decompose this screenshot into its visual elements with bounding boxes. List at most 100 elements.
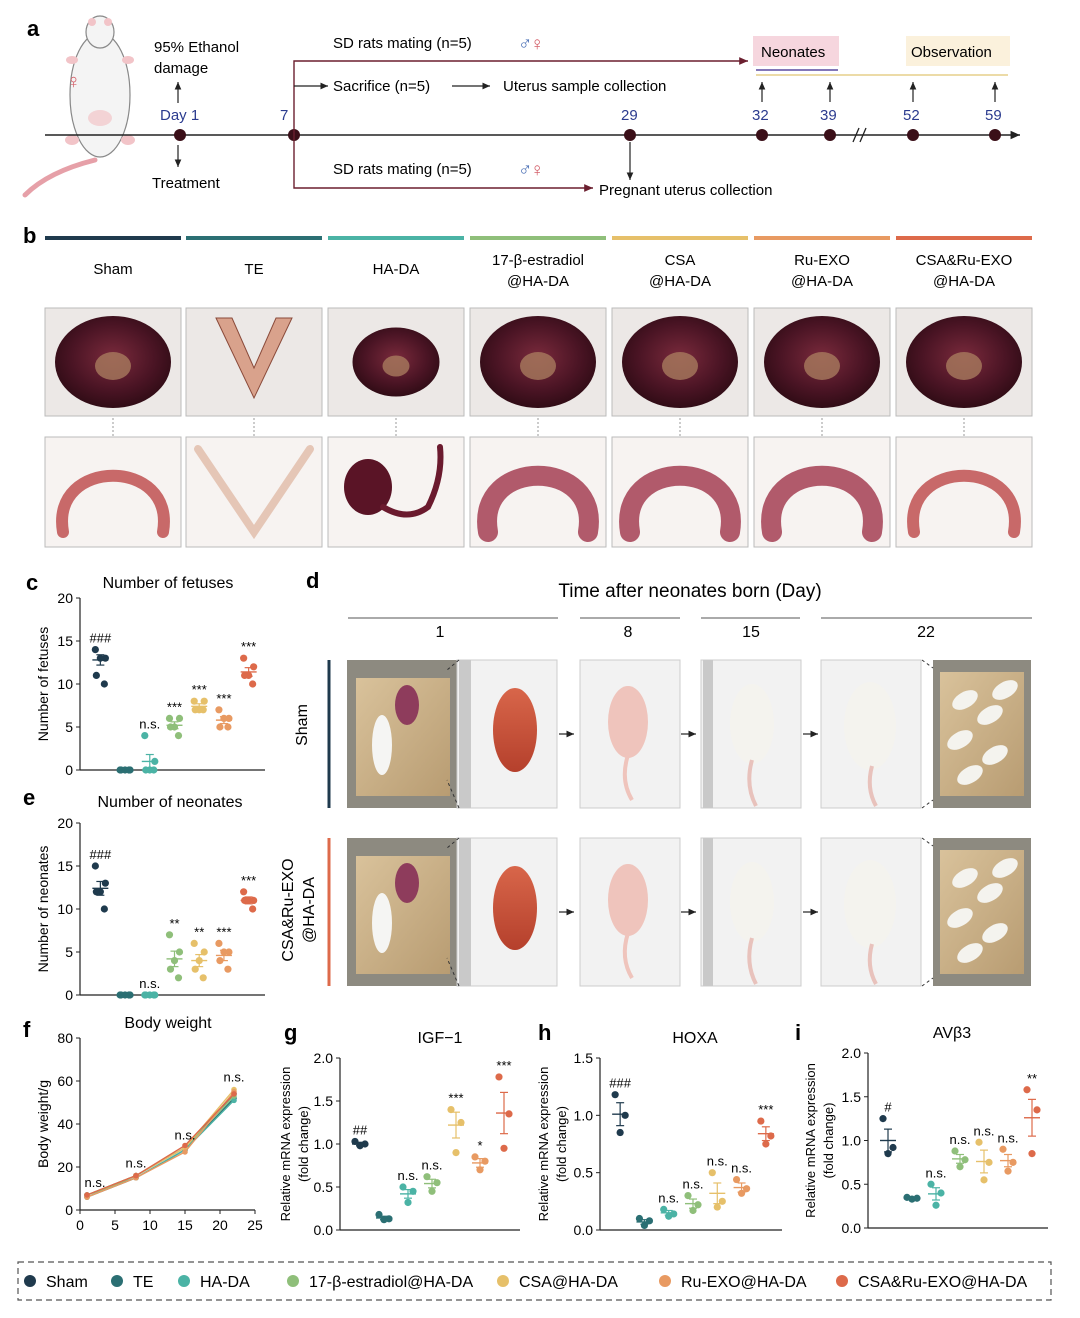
significance-label: ** (194, 924, 204, 939)
legend-marker (659, 1275, 671, 1287)
timeline-dot-day1 (174, 129, 186, 141)
group-color-bar (470, 236, 606, 240)
significance-label: *** (216, 924, 231, 939)
neonates-label: Neonates (761, 44, 825, 61)
data-point (889, 1143, 897, 1152)
panel-letter: e (23, 785, 35, 810)
significance-label: n.s. (998, 1130, 1019, 1145)
day7-label: 7 (280, 107, 288, 124)
timeline-dot-day52 (907, 129, 919, 141)
data-point (684, 1192, 692, 1200)
data-point (100, 905, 108, 913)
data-point (240, 654, 248, 662)
damage-label: damage (154, 60, 208, 77)
day-1-label: 1 (436, 624, 445, 641)
panel-d-title: Time after neonates born (Day) (558, 581, 821, 602)
chart-title: Number of neonates (98, 794, 243, 811)
data-point (190, 939, 198, 948)
day29-label: 29 (621, 107, 638, 124)
data-point (937, 1189, 945, 1197)
y-tick-label: 5 (65, 944, 73, 960)
significance-label: n.s. (224, 1070, 245, 1085)
data-point (951, 1147, 959, 1155)
day59-label: 59 (985, 107, 1002, 124)
significance-label: *** (241, 873, 256, 888)
group-label: Sham (93, 261, 132, 278)
y-tick-label: 1.5 (314, 1093, 334, 1109)
rat-illustration: ♀ (22, 15, 135, 198)
legend-marker (287, 1275, 299, 1287)
y-tick-label: 0.0 (314, 1222, 334, 1238)
pregnant-collection-label: Pregnant uterus collection (599, 182, 772, 199)
y-axis-label: Relative mRNA expression (803, 1063, 818, 1218)
data-point (635, 1214, 644, 1223)
data-point (240, 888, 248, 896)
data-point (927, 1180, 935, 1188)
data-point (175, 714, 184, 723)
data-point (505, 1110, 513, 1118)
y-axis-label: Relative mRNA expression (278, 1067, 293, 1222)
legend-label: HA-DA (200, 1274, 250, 1291)
data-point (660, 1205, 668, 1213)
significance-label: n.s. (422, 1158, 443, 1173)
data-point (191, 706, 199, 714)
data-point (980, 1176, 988, 1184)
observation-label: Observation (911, 44, 992, 61)
significance-label: *** (192, 682, 207, 697)
y-tick-label: 0 (65, 762, 73, 778)
legend-label: Ru-EXO@HA-DA (681, 1274, 807, 1291)
x-tick-label: 0 (76, 1217, 84, 1233)
y-tick-label: 1.0 (842, 1133, 862, 1149)
y-tick-label: 60 (57, 1073, 73, 1089)
data-point (611, 1091, 619, 1099)
data-point (190, 697, 198, 705)
y-axis-label: Relative mRNA expression (536, 1067, 551, 1222)
row-treated-label-1: CSA&Ru-EXO (280, 858, 297, 961)
group-label: TE (244, 261, 263, 278)
timeline-dot-day29 (624, 129, 636, 141)
mating-top-label: SD rats mating (n=5) (333, 35, 472, 52)
data-point (961, 1156, 969, 1164)
group-color-bar (186, 236, 322, 240)
panel-a-letter: a (27, 16, 40, 41)
legend-marker (497, 1275, 509, 1287)
y-tick-label: 0.0 (574, 1222, 594, 1238)
chart-title: Body weight (124, 1015, 212, 1032)
row-sham-label: Sham (294, 704, 311, 746)
data-point (182, 1142, 188, 1149)
chart-i: i AVβ3 0.0 0.5 1.0 1.5 2.0 Relative mRNA expres… (795, 1020, 1048, 1236)
significance-label: n.s. (950, 1132, 971, 1147)
significance-label: n.s. (926, 1165, 947, 1180)
data-point (621, 1111, 629, 1119)
legend-frame (17, 1261, 1052, 1301)
data-point (428, 1187, 436, 1195)
mating-bottom-label: SD rats mating (n=5) (333, 161, 472, 178)
series-line (86, 1097, 235, 1198)
female-symbol-icon: ♀ (66, 71, 81, 93)
legend-label: CSA@HA-DA (519, 1274, 618, 1291)
significance-label: *** (448, 1091, 463, 1106)
x-tick-label: 10 (142, 1217, 158, 1233)
data-point (165, 714, 174, 723)
chart-f: f Body weight 0 20 40 60 80 Body weight/g 0 5 10 15… (23, 1015, 263, 1233)
day-22-label: 22 (917, 624, 935, 641)
group-color-bar (754, 236, 890, 240)
group-label-sub: @HA-DA (791, 273, 853, 290)
significance-label: ** (1027, 1071, 1037, 1086)
group-color-bar (896, 236, 1032, 240)
data-point (932, 1201, 940, 1209)
data-point (133, 1172, 139, 1179)
data-point (452, 1149, 460, 1157)
day-8-label: 8 (624, 624, 633, 641)
y-tick-label: 10 (57, 901, 73, 917)
significance-label: *** (167, 699, 182, 714)
x-tick-label: 20 (212, 1217, 228, 1233)
y-tick-label: 0.0 (842, 1220, 862, 1236)
significance-label: n.s. (398, 1168, 419, 1183)
data-point (471, 1153, 479, 1161)
y-tick-label: 0.5 (314, 1179, 334, 1195)
significance-label: n.s. (139, 976, 160, 991)
data-point (423, 1173, 431, 1181)
data-point (975, 1138, 983, 1146)
